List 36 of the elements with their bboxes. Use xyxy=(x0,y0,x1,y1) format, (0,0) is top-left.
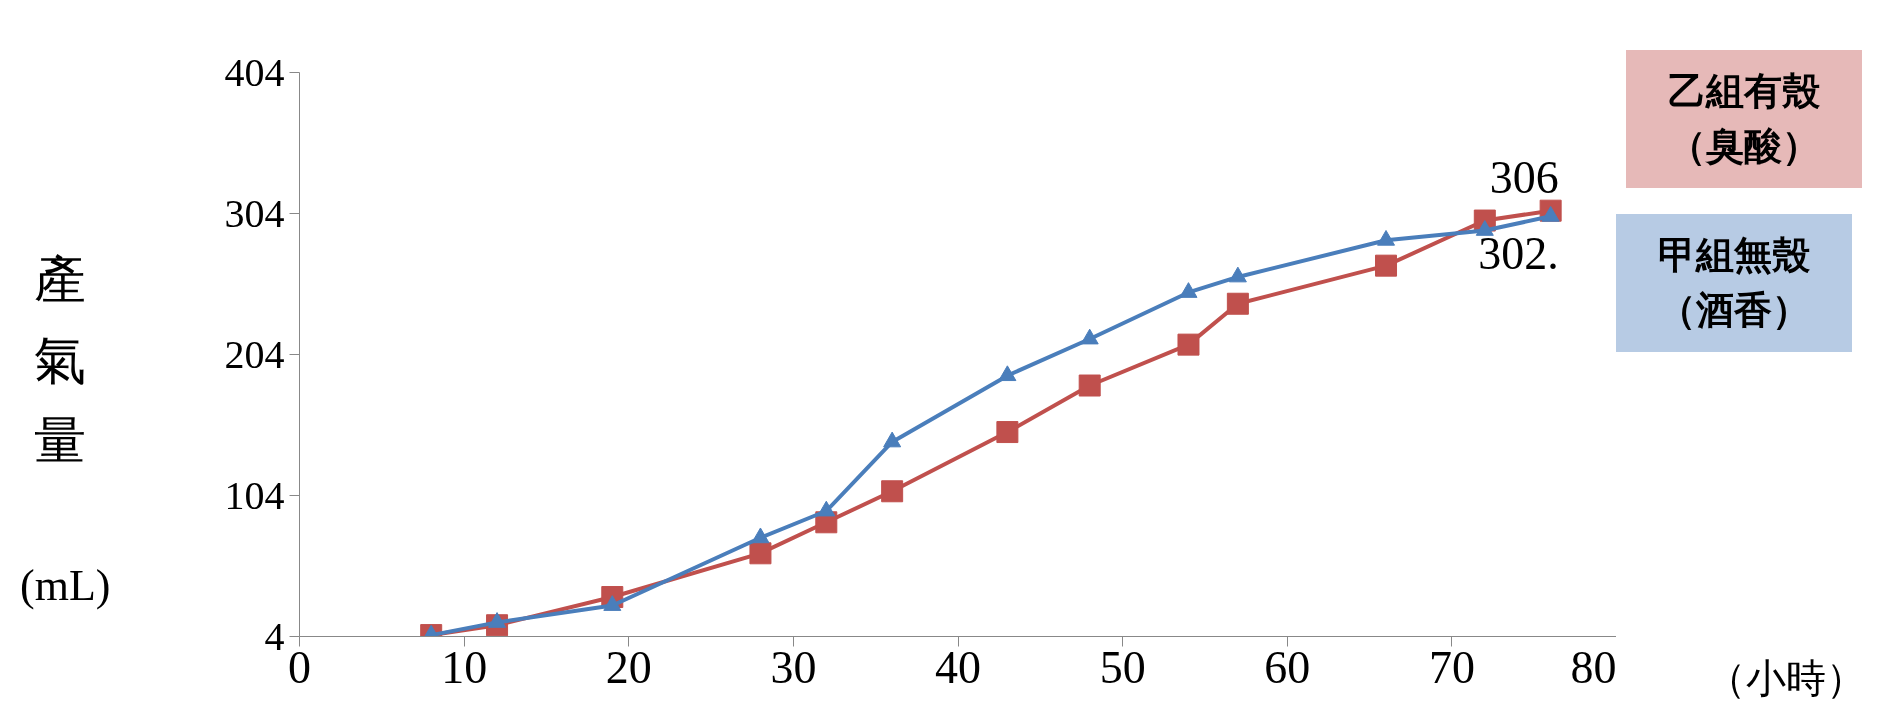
point xyxy=(1080,328,1099,345)
x-tick-label: 40 xyxy=(935,641,981,693)
y-tick-label: 404 xyxy=(224,49,285,95)
y-tick-label: 304 xyxy=(224,190,285,236)
point xyxy=(1177,333,1200,356)
point xyxy=(603,595,622,611)
x-axis-title: （小時） xyxy=(1706,655,1866,703)
x-tick-label: 20 xyxy=(605,641,652,693)
y-tick-label: 204 xyxy=(224,331,285,377)
x-tick-label: 10 xyxy=(441,641,488,693)
x-tick-label: 70 xyxy=(1428,641,1475,693)
point xyxy=(751,527,770,544)
point xyxy=(998,365,1017,382)
text: 甲組無殼（酒香） xyxy=(1616,214,1852,353)
point xyxy=(1375,254,1398,277)
x-tick-label: 0 xyxy=(288,641,311,693)
y-tick-label: 4 xyxy=(264,613,285,659)
point xyxy=(1179,282,1198,298)
point xyxy=(1228,266,1247,283)
x-tick-label: 60 xyxy=(1264,641,1311,693)
text: 乙組有殼（臭酸） xyxy=(1626,50,1862,189)
x-tick-label: 80 xyxy=(1570,641,1617,693)
x-tick-label: 30 xyxy=(770,641,817,693)
y-tick-label: 104 xyxy=(224,472,285,518)
point xyxy=(1475,220,1494,236)
point xyxy=(883,431,902,448)
x-tick-label: 50 xyxy=(1099,641,1146,693)
data-label: 306 xyxy=(1489,151,1559,203)
point xyxy=(1078,374,1101,397)
point xyxy=(1377,229,1396,246)
point xyxy=(1226,292,1249,315)
point xyxy=(1541,206,1560,222)
data-label: 302. xyxy=(1478,228,1559,280)
point xyxy=(817,500,836,517)
point xyxy=(488,612,507,628)
text: 產氣量(mL) xyxy=(20,251,111,610)
